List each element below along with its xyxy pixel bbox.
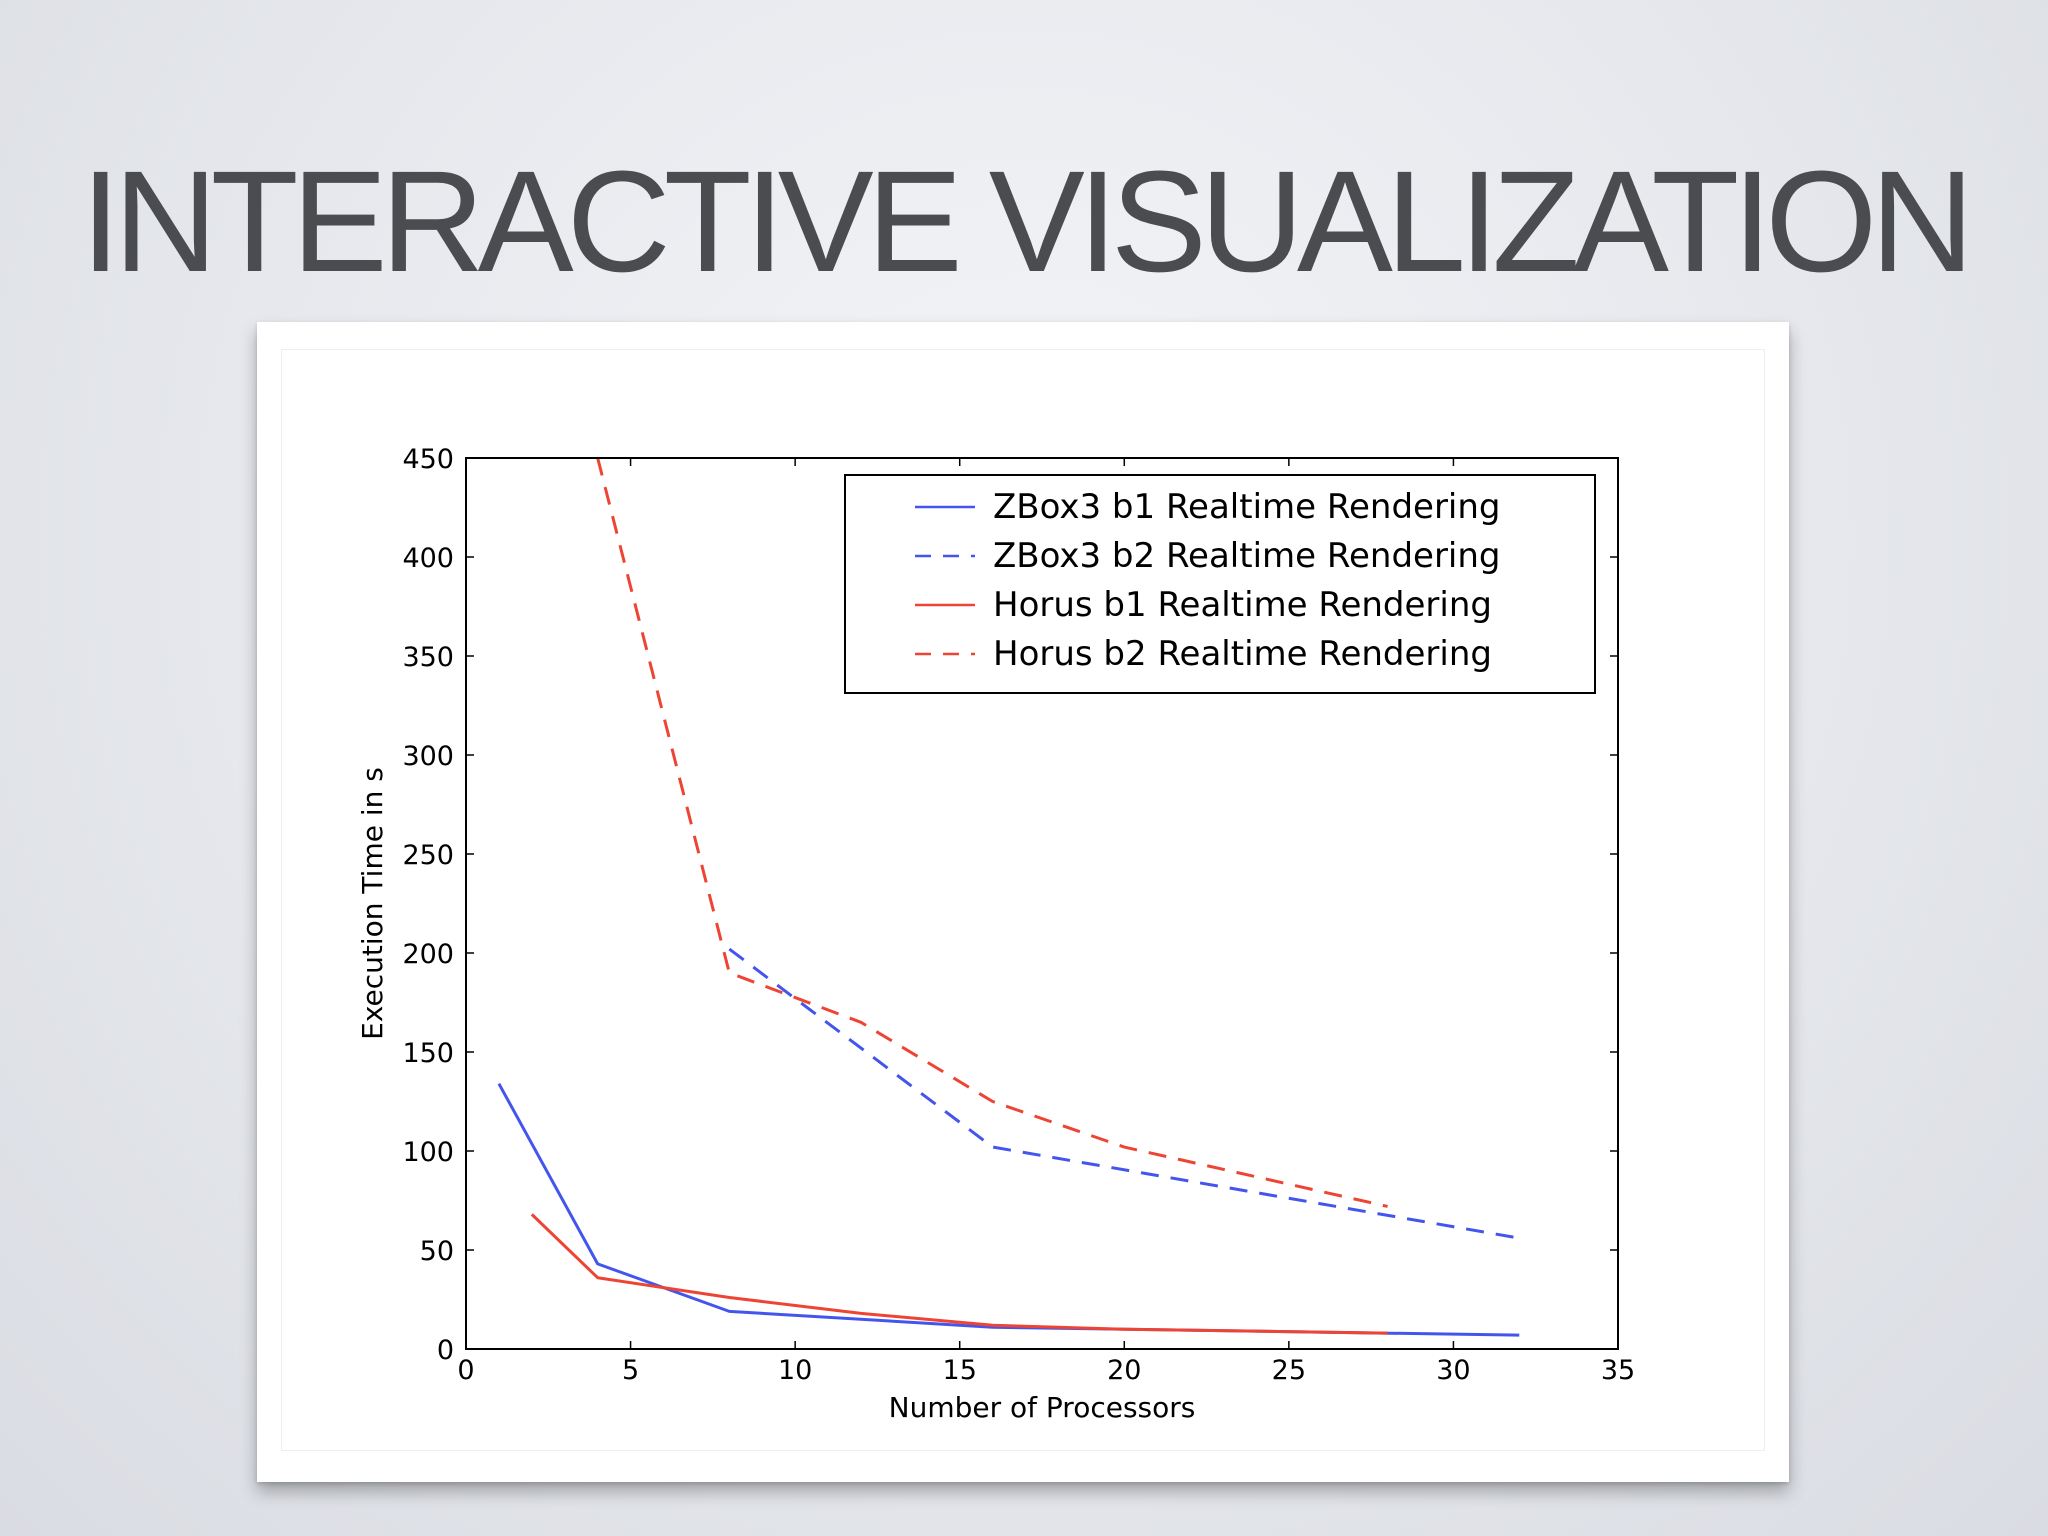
y-tick-label: 100 (402, 1137, 454, 1168)
legend-box (844, 474, 1596, 694)
y-tick-label: 350 (402, 642, 454, 673)
y-tick-label: 200 (402, 939, 454, 970)
axis-ticks: 0 5 10 15 20 25 30 3505010015020025030035040045… (402, 444, 1635, 1386)
series-line-1 (497, 1082, 1520, 1337)
figure-card: 0 5 10 15 20 25 30 35 0 50 100 150 200 250 300 350 400 45… (257, 322, 1789, 1482)
y-tick-label: 300 (402, 741, 454, 772)
y-tick-label: 50 (420, 1236, 454, 1267)
x-tick-label: 20 (1107, 1355, 1141, 1386)
x-tick-label: 35 (1601, 1355, 1635, 1386)
y-tick-label: 250 (402, 840, 454, 871)
series-line-2 (728, 947, 1520, 1240)
y-axis-label: Execution Time in s (356, 767, 389, 1040)
x-tick-label: 5 (622, 1355, 639, 1386)
legend-label: Horus b2 Realtime Rendering (993, 634, 1492, 674)
x-tick-label: 15 (943, 1355, 977, 1386)
x-tick-label: 30 (1436, 1355, 1470, 1386)
legend: ZBox3 b1 Realtime Rendering ZBox3 b2 Real… (844, 474, 1596, 694)
legend-label: ZBox3 b2 Realtime Rendering (993, 536, 1501, 576)
y-tick-label: 400 (402, 543, 454, 574)
series-layer (497, 458, 1520, 1337)
x-axis-label: Number of Processors (889, 1391, 1196, 1424)
line-chart: 0 5 10 15 20 25 30 3505010015020025030035040045… (356, 444, 1635, 1424)
x-tick-label: 25 (1272, 1355, 1306, 1386)
y-tick-label: 0 (437, 1335, 454, 1366)
series-line-3 (530, 1213, 1388, 1335)
figure-frame (281, 349, 1765, 1451)
plot-area-frame (465, 457, 1619, 1350)
legend-label: Horus b1 Realtime Rendering (993, 585, 1492, 625)
y-tick-label: 150 (402, 1038, 454, 1069)
series-line-4 (596, 458, 1388, 1208)
y-tick-label: 450 (402, 444, 454, 475)
x-tick-label: 10 (778, 1355, 812, 1386)
slide-title: INTERACTIVE VISUALIZATION (80, 141, 1975, 302)
legend-label: ZBox3 b1 Realtime Rendering (993, 487, 1501, 527)
x-tick-label: 0 (457, 1355, 474, 1386)
